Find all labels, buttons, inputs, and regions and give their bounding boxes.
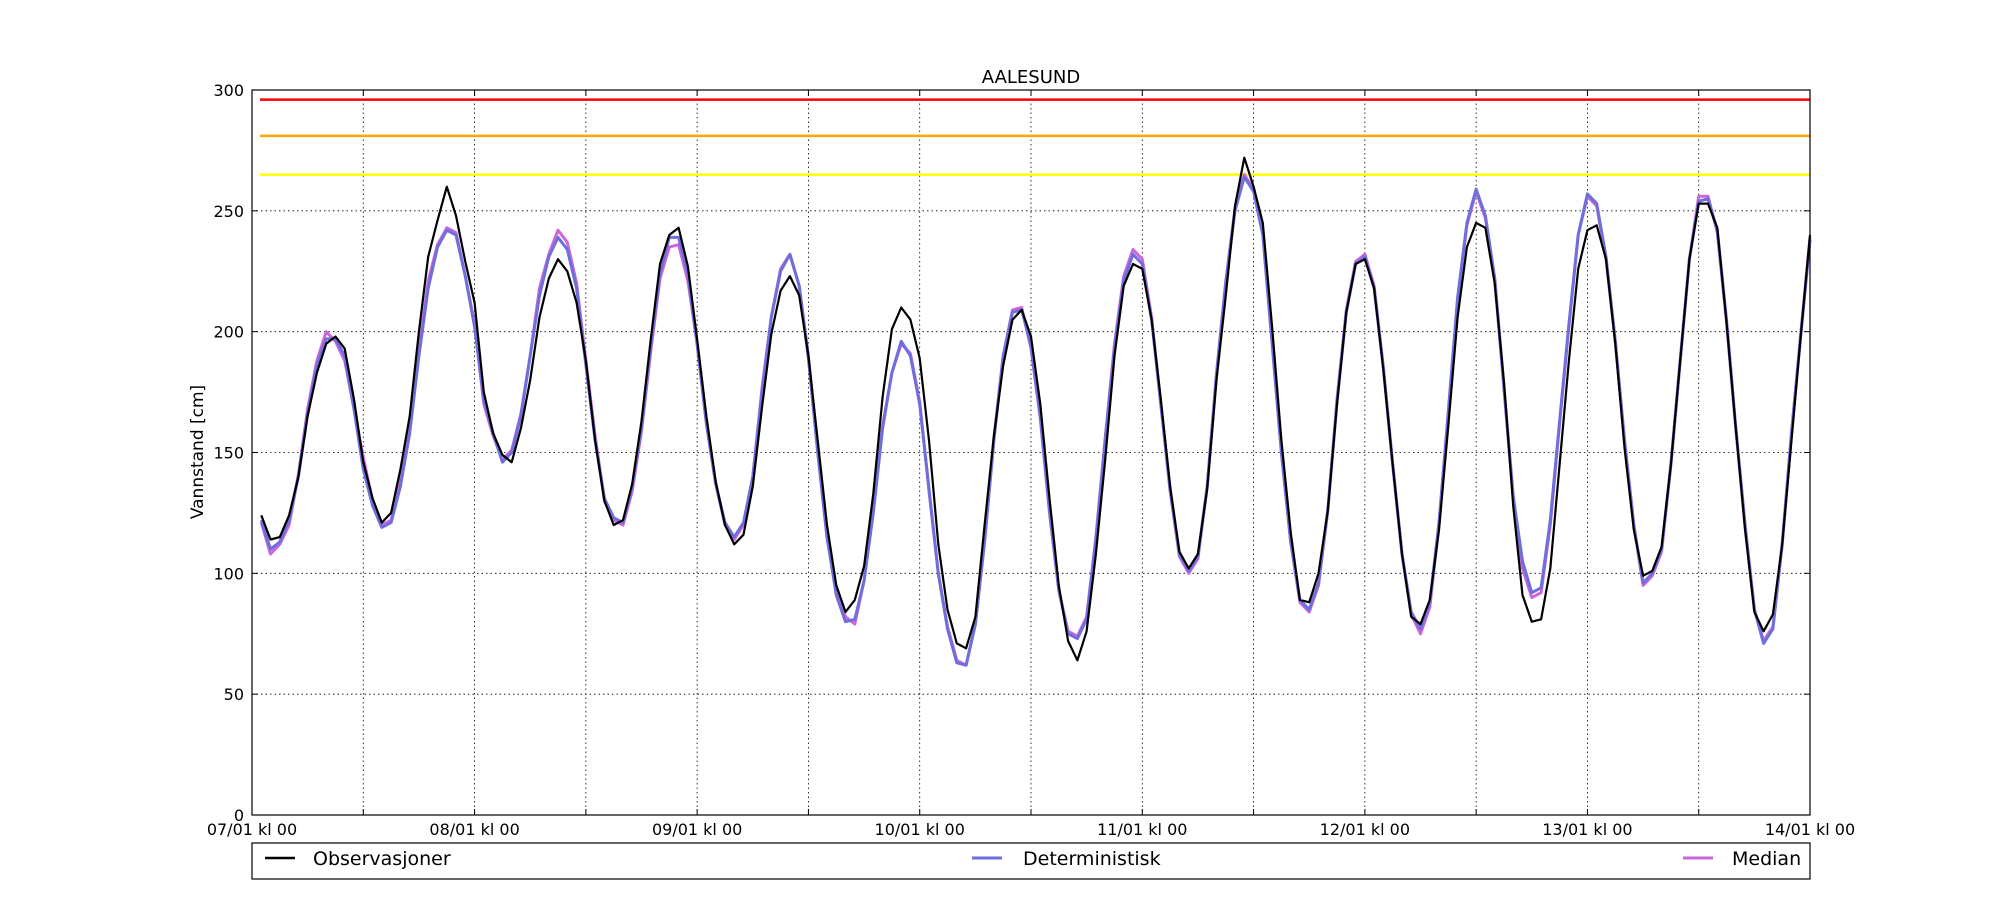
- y-tick-label: 250: [213, 202, 244, 221]
- legend-label-observasjoner: Observasjoner: [313, 848, 451, 870]
- y-tick-label: 100: [213, 564, 244, 583]
- y-tick-label: 300: [213, 81, 244, 100]
- x-tick-label: 10/01 kl 00: [875, 820, 965, 839]
- y-tick-label: 150: [213, 444, 244, 463]
- legend-label-median: Median: [1732, 848, 1801, 870]
- x-tick-label: 09/01 kl 00: [652, 820, 742, 839]
- x-tick-label: 11/01 kl 00: [1097, 820, 1187, 839]
- legend: Observasjoner Deterministisk Median: [252, 843, 1810, 879]
- y-axis-label: Vannstand [cm]: [188, 385, 208, 519]
- y-tick-label: 0: [234, 806, 244, 825]
- x-tick-label: 07/01 kl 00: [207, 820, 297, 839]
- legend-label-deterministisk: Deterministisk: [1023, 848, 1161, 870]
- y-tick-label: 50: [224, 685, 244, 704]
- x-tick-label: 08/01 kl 00: [429, 820, 519, 839]
- y-tick-label: 200: [213, 323, 244, 342]
- chart-title: AALESUND: [982, 67, 1080, 88]
- x-tick-label: 14/01 kl 00: [1765, 820, 1855, 839]
- x-tick-label: 13/01 kl 00: [1542, 820, 1632, 839]
- x-tick-label: 12/01 kl 00: [1320, 820, 1410, 839]
